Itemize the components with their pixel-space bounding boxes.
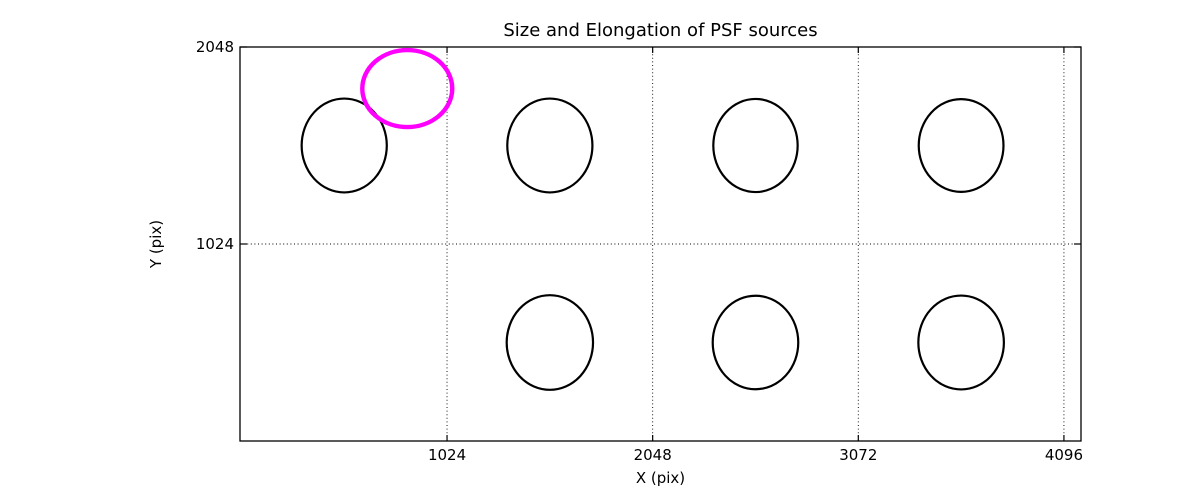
x-tick-label: 3072 [839,446,877,464]
x-tick-label: 1024 [428,446,466,464]
x-tick-label: 4096 [1045,446,1083,464]
psf-ellipse [712,97,799,194]
x-tick-label: 2048 [634,446,672,464]
psf-ellipse [711,294,800,391]
psf-ellipse [300,97,388,194]
psf-ellipse [917,98,1005,193]
psf-ellipse [505,294,595,391]
x-axis-label: X (pix) [635,469,686,487]
psf-ellipse [506,97,594,194]
y-axis-label: Y (pix) [147,219,165,269]
highlighted-psf-ellipse [360,47,455,130]
psf-ellipse [917,294,1005,391]
y-tick-label: 2048 [196,38,234,56]
y-tick-label: 1024 [196,235,234,253]
chart-title: Size and Elongation of PSF sources [503,20,818,41]
axes-border [239,46,1082,442]
